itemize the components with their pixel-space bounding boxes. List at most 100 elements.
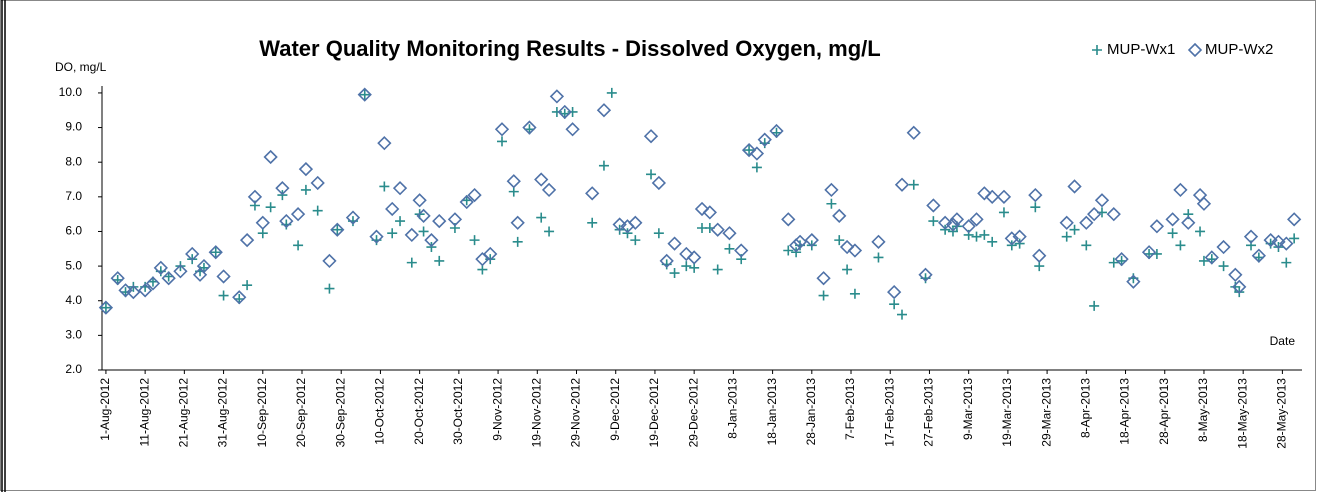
data-point [741, 142, 757, 158]
data-point [849, 288, 860, 299]
data-point [161, 271, 176, 286]
x-tick-label: 27-Feb-2013 [922, 378, 936, 447]
data-point [832, 208, 847, 224]
legend-marker [1092, 45, 1102, 55]
data-point [646, 169, 657, 180]
data-point [667, 236, 682, 251]
data-point [834, 235, 845, 246]
data-point [722, 226, 737, 241]
data-point [218, 290, 229, 301]
x-tick-label: 28-Jan-2013 [804, 378, 818, 446]
data-point [606, 87, 617, 98]
data-point [1271, 234, 1286, 249]
data-point [1263, 232, 1278, 248]
data-point [1032, 248, 1047, 263]
data-point [1012, 229, 1027, 244]
data-point [279, 213, 294, 229]
data-point [908, 179, 919, 190]
y-tick-label: 7.0 [65, 189, 82, 203]
data-point [522, 120, 537, 135]
data-point [416, 208, 431, 224]
data-point [681, 261, 692, 272]
data-point [385, 201, 400, 217]
data-point [392, 181, 408, 196]
data-point [1067, 179, 1082, 194]
data-point [757, 132, 772, 147]
x-tick-label: 18-Apr-2013 [1118, 378, 1132, 445]
data-point [1251, 248, 1266, 263]
data-point [153, 260, 168, 275]
data-point [377, 136, 392, 151]
x-tick-label: 11-Aug-2012 [137, 378, 151, 447]
data-point [98, 300, 114, 315]
data-point [330, 222, 345, 237]
y-tick-label: 8.0 [65, 154, 82, 168]
x-tick-label: 10-Sep-2012 [255, 378, 269, 448]
data-point [653, 228, 664, 239]
data-point [310, 175, 325, 191]
data-point [432, 213, 447, 229]
data-point [497, 136, 507, 147]
x-tick-label: 7-Feb-2013 [843, 378, 857, 440]
data-point [232, 290, 247, 305]
data-point [871, 234, 886, 249]
data-point [322, 253, 337, 269]
data-point [1108, 257, 1119, 268]
data-point [1175, 240, 1186, 251]
data-point [643, 129, 659, 144]
data-point [971, 231, 982, 242]
data-point [818, 290, 829, 301]
data-point [1126, 274, 1141, 289]
data-point [1289, 233, 1300, 244]
data-point [483, 246, 498, 262]
data-point [906, 125, 921, 140]
x-tick-label: 30-Oct-2012 [451, 378, 465, 445]
data-point [1167, 228, 1178, 239]
x-tick-label: 30-Sep-2012 [333, 378, 347, 448]
data-point [585, 186, 600, 201]
data-point [1028, 187, 1043, 203]
data-point [208, 245, 223, 260]
x-tick-label: 9-Nov-2012 [490, 378, 504, 441]
legend-label: MUP-Wx1 [1107, 41, 1175, 58]
data-point [293, 240, 304, 251]
x-tick-label: 8-May-2013 [1196, 378, 1210, 442]
data-point [1243, 229, 1259, 244]
data-point [138, 283, 153, 298]
data-point [357, 87, 372, 102]
data-point [749, 146, 765, 161]
data-point [1087, 207, 1102, 222]
data-point [945, 217, 961, 232]
y-tick-label: 2.0 [65, 362, 82, 376]
data-point [1094, 193, 1110, 208]
data-point [324, 283, 335, 294]
data-point [1079, 215, 1094, 230]
data-point [379, 181, 390, 192]
x-tick-label: 19-Mar-2013 [1000, 378, 1014, 447]
data-point [894, 177, 910, 192]
data-point [118, 283, 133, 298]
data-point [512, 236, 523, 247]
data-point [567, 106, 578, 117]
x-tick-label: 8-Apr-2013 [1078, 378, 1092, 438]
x-tick-label: 19-Dec-2012 [647, 378, 661, 448]
data-point [596, 103, 612, 118]
data-point [781, 212, 796, 227]
data-point [612, 217, 627, 232]
data-point [265, 202, 276, 213]
data-point [510, 215, 525, 230]
data-point [659, 253, 674, 269]
y-axis-label: DO, mg/L [55, 60, 107, 74]
data-point [1228, 267, 1243, 282]
data-point [557, 104, 572, 120]
data-point [842, 264, 853, 275]
x-tick-label: 17-Feb-2013 [882, 378, 896, 447]
data-point [1165, 212, 1180, 227]
data-point [873, 252, 884, 263]
data-point [630, 235, 641, 246]
data-point [769, 123, 784, 139]
x-tick-label: 29-Nov-2012 [569, 378, 583, 448]
